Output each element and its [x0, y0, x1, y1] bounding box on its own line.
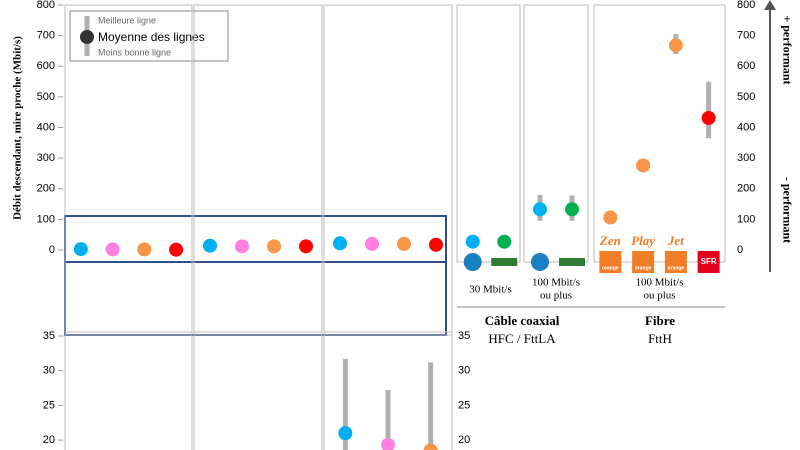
panel [193, 4, 323, 336]
y-tick-label: 700 [37, 30, 55, 42]
mean-dot [701, 111, 716, 126]
mean-dot [105, 242, 120, 257]
panel [593, 4, 726, 263]
y-tick-label-right: 800 [737, 0, 755, 11]
logo [697, 251, 720, 273]
mean-dot [203, 238, 217, 253]
mean-dot [465, 234, 480, 249]
mean-dot [423, 443, 438, 450]
logo [664, 251, 687, 273]
y-tick-label-right: 700 [737, 30, 755, 42]
y-tick-label-right: 25 [458, 399, 470, 411]
y-tick-label: 100 [37, 213, 55, 225]
mean-dot [267, 239, 281, 254]
y-tick-label: 20 [43, 434, 55, 446]
y-tick-label-right: 35 [458, 330, 470, 342]
y-tick-label: 200 [37, 183, 55, 195]
group-label: ou plus [540, 290, 572, 302]
y-tick-label-right: 500 [737, 91, 755, 103]
brand-label: Play [631, 233, 655, 248]
y-tick-label-right: 30 [458, 365, 470, 377]
section-title: Fibre [645, 313, 675, 328]
mean-dot [365, 236, 379, 251]
y-tick-label: 400 [37, 121, 55, 133]
y-tick-label-right: 400 [737, 121, 755, 133]
logo-text: orange [635, 265, 652, 271]
y-axis-title: Débit descendant, mire proche (Mbit/s) [12, 36, 24, 220]
brand-label: Jet [667, 233, 684, 248]
y-tick-label: 300 [37, 152, 55, 164]
mean-dot [636, 158, 651, 173]
y-tick-label-right: 0 [737, 244, 743, 256]
section-subtitle: HFC / FttLA [488, 331, 556, 346]
y-tick-label-right: 200 [737, 183, 755, 195]
panel [323, 4, 453, 336]
logo-text: SFR [701, 257, 717, 266]
mean-dot [73, 242, 88, 257]
group-label: 100 Mbit/s [532, 277, 580, 289]
y-tick-label-right: 100 [737, 213, 755, 225]
y-tick-label: 500 [37, 91, 55, 103]
mean-dot [381, 437, 395, 450]
mean-dot [533, 202, 547, 217]
group-label: 30 Mbit/s [469, 284, 511, 296]
group-label: ou plus [643, 290, 675, 302]
panel [64, 4, 193, 336]
logo [632, 251, 655, 273]
y-tick-label-right: 20 [458, 434, 470, 446]
legend-min: Moins bonne ligne [98, 47, 171, 57]
section-subtitle: FttH [648, 331, 672, 346]
mean-dot [668, 38, 683, 53]
direction-label: - performant [780, 177, 794, 243]
group-label: 100 Mbit/s [636, 277, 684, 289]
logo-icon [531, 253, 549, 271]
legend-max: Meilleure ligne [98, 15, 156, 25]
logo-icon [559, 258, 585, 266]
mean-dot [137, 242, 152, 257]
panel [193, 331, 323, 450]
mean-dot [565, 202, 579, 217]
mean-dot [603, 210, 618, 225]
mean-dot [235, 239, 249, 254]
arrow-head [764, 0, 776, 10]
logo-icon [491, 258, 518, 266]
panel [64, 331, 193, 450]
logo-text: orange [668, 265, 685, 271]
mean-dot [299, 239, 313, 254]
y-tick-label: 30 [43, 365, 55, 377]
y-tick-label: 25 [43, 399, 55, 411]
panel [523, 4, 589, 263]
logo-text: orange [602, 265, 619, 271]
brand-label: Zen [599, 233, 621, 248]
mean-dot [429, 237, 443, 252]
direction-label: + performant [780, 15, 794, 84]
zoom-frame [64, 262, 447, 336]
y-tick-label-right: 600 [737, 60, 755, 72]
y-tick-label: 600 [37, 60, 55, 72]
y-tick-label-right: 300 [737, 152, 755, 164]
section-title: Câble coaxial [485, 313, 560, 328]
mean-dot [169, 242, 184, 257]
mean-dot [333, 236, 347, 251]
panel [456, 4, 521, 263]
y-tick-label: 0 [49, 244, 55, 256]
y-tick-label: 800 [37, 0, 55, 11]
mean-dot [397, 236, 411, 251]
panel [323, 331, 453, 450]
legend-mean-icon [80, 30, 94, 44]
y-tick-label: 35 [43, 330, 55, 342]
zoom-box [64, 215, 447, 263]
mean-dot [338, 426, 353, 441]
legend-mean: Moyenne des lignes [98, 30, 205, 44]
logo-icon [463, 253, 482, 271]
legend-box [69, 10, 229, 62]
logo [599, 251, 622, 273]
mean-dot [497, 234, 512, 249]
